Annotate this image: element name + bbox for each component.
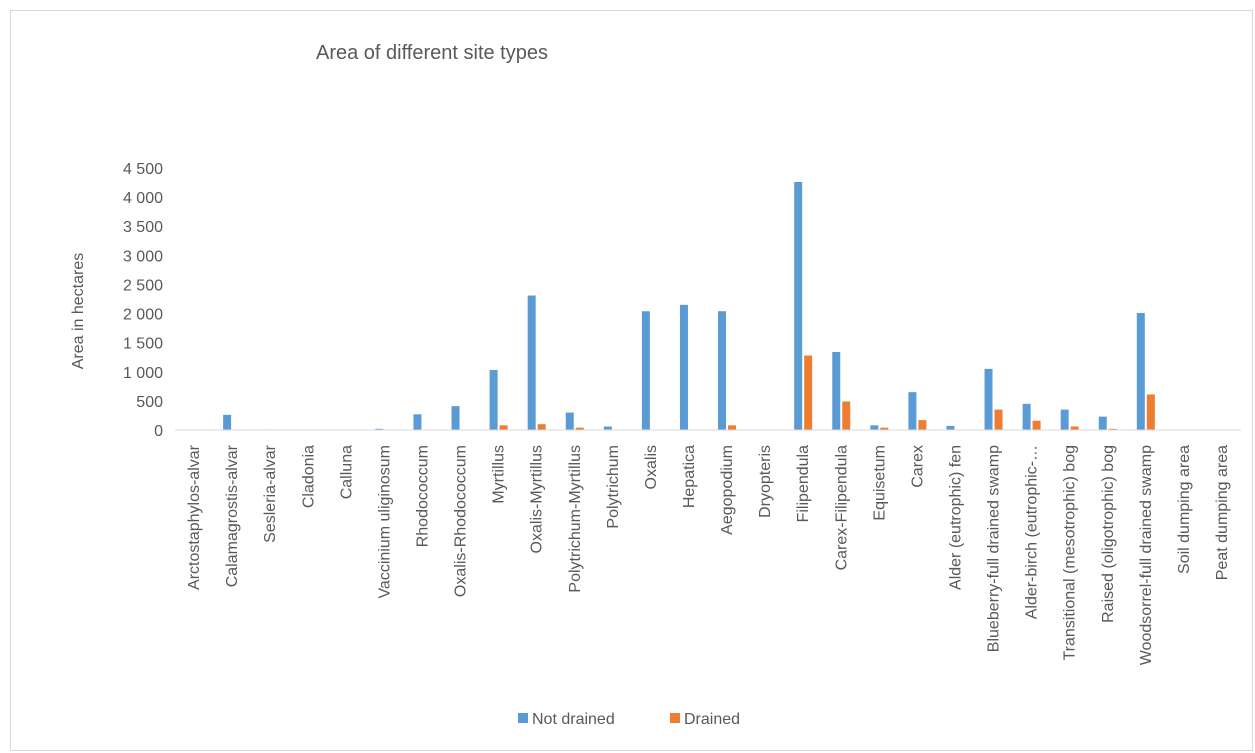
x-tick-label: Alder (eutrophic) fen	[947, 445, 964, 590]
bar-not-drained	[832, 351, 841, 430]
bar-not-drained	[565, 412, 574, 430]
x-tick-label: Carex	[909, 445, 926, 488]
bar-not-drained	[413, 414, 422, 430]
x-tick-label: Carex-Filipendula	[833, 445, 850, 570]
y-tick-label: 1 500	[123, 336, 163, 353]
bar-drained	[994, 409, 1003, 430]
x-tick-label: Oxalis-Rhodococcum	[453, 445, 470, 597]
x-tick-label: Dryopteris	[757, 445, 774, 518]
y-tick-label: 2 500	[123, 277, 163, 294]
x-tick-label: Polytrichum-Myrtillus	[567, 445, 584, 593]
bar-drained	[1070, 426, 1079, 430]
legend-label-not-drained: Not drained	[532, 711, 615, 728]
bar-not-drained	[1022, 403, 1031, 430]
legend-swatch-drained	[670, 713, 680, 723]
y-tick-label: 3 500	[123, 219, 163, 236]
x-tick-label: Alder-birch (eutrophic-…	[1024, 445, 1041, 619]
x-tick-label: Myrtillus	[491, 445, 508, 504]
bar-drained	[537, 424, 546, 430]
bar-not-drained	[984, 368, 993, 430]
bar-not-drained	[603, 426, 612, 430]
y-tick-label: 500	[136, 394, 163, 411]
bar-chart: Area of different site types Area in hec…	[70, 42, 1241, 728]
x-tick-label: Soil dumping area	[1176, 445, 1193, 574]
bar-drained	[804, 355, 813, 430]
x-tick-label: Blueberry-full drained swamp	[986, 445, 1003, 652]
bar-not-drained	[489, 370, 498, 430]
y-tick-label: 0	[154, 423, 163, 440]
bar-not-drained	[1136, 312, 1145, 430]
bar-not-drained	[451, 406, 460, 430]
x-tick-label: Sesleria-alvar	[262, 444, 279, 542]
bar-not-drained	[375, 428, 384, 430]
x-tick-label: Rhodococcum	[414, 445, 431, 547]
bar-not-drained	[908, 392, 917, 430]
x-tick-label: Transitional (mesotrophic) bog	[1062, 445, 1079, 661]
x-tick-label: Equisetum	[871, 445, 888, 521]
x-tick-label: Arctostaphylos-alvar	[186, 444, 203, 590]
bar-not-drained	[718, 311, 727, 430]
bars	[185, 181, 1155, 431]
bar-not-drained	[794, 181, 803, 430]
legend: Not drained Drained	[518, 711, 740, 728]
bar-not-drained	[679, 304, 688, 430]
x-tick-label: Raised (oligotrophic) bog	[1100, 445, 1117, 623]
x-axis-ticks: Arctostaphylos-alvar Calamagrostis-alvar S…	[186, 444, 1231, 665]
y-tick-label: 4 000	[123, 190, 163, 207]
legend-swatch-not-drained	[518, 713, 528, 723]
y-axis-title: Area in hectares	[70, 253, 87, 370]
bar-not-drained	[1060, 409, 1069, 430]
bar-drained	[728, 425, 737, 430]
bar-drained	[1146, 394, 1155, 430]
x-tick-label: Vaccinium uliginosum	[376, 445, 393, 599]
x-tick-label: Cladonia	[300, 445, 317, 508]
x-tick-label: Oxalis	[643, 445, 660, 489]
chart-title: Area of different site types	[316, 42, 548, 64]
bar-drained	[918, 420, 927, 430]
legend-label-drained: Drained	[684, 711, 740, 728]
bar-not-drained	[946, 425, 955, 430]
x-tick-label: Aegopodium	[719, 445, 736, 535]
bar-not-drained	[223, 414, 232, 430]
x-tick-label: Oxalis-Myrtillus	[529, 445, 546, 553]
x-tick-label: Peat dumping area	[1214, 445, 1231, 580]
y-tick-label: 2 000	[123, 307, 163, 324]
x-tick-label: Woodsorrel-full drained swamp	[1138, 445, 1155, 665]
bar-drained	[880, 427, 889, 430]
bar-not-drained	[1098, 416, 1107, 430]
y-tick-label: 4 500	[123, 161, 163, 178]
x-tick-label: Filipendula	[795, 445, 812, 522]
bar-drained	[1108, 428, 1117, 430]
x-tick-label: Calluna	[338, 445, 355, 499]
y-tick-label: 3 000	[123, 248, 163, 265]
bar-drained	[1032, 420, 1041, 430]
bar-not-drained	[641, 311, 650, 430]
y-tick-label: 1 000	[123, 365, 163, 382]
x-tick-label: Polytrichum	[605, 445, 622, 529]
x-tick-label: Calamagrostis-alvar	[224, 444, 241, 587]
bar-not-drained	[870, 425, 879, 430]
x-tick-label: Hepatica	[681, 445, 698, 508]
bar-drained	[499, 425, 508, 430]
chart-frame: Area of different site types Area in hec…	[10, 10, 1253, 751]
bar-drained	[575, 427, 584, 430]
bar-drained	[842, 401, 851, 430]
bar-not-drained	[527, 295, 536, 430]
y-axis-ticks: 0 500 1 000 1 500 2 000 2 500 3 000 3 500 4 000 4…	[123, 161, 163, 440]
